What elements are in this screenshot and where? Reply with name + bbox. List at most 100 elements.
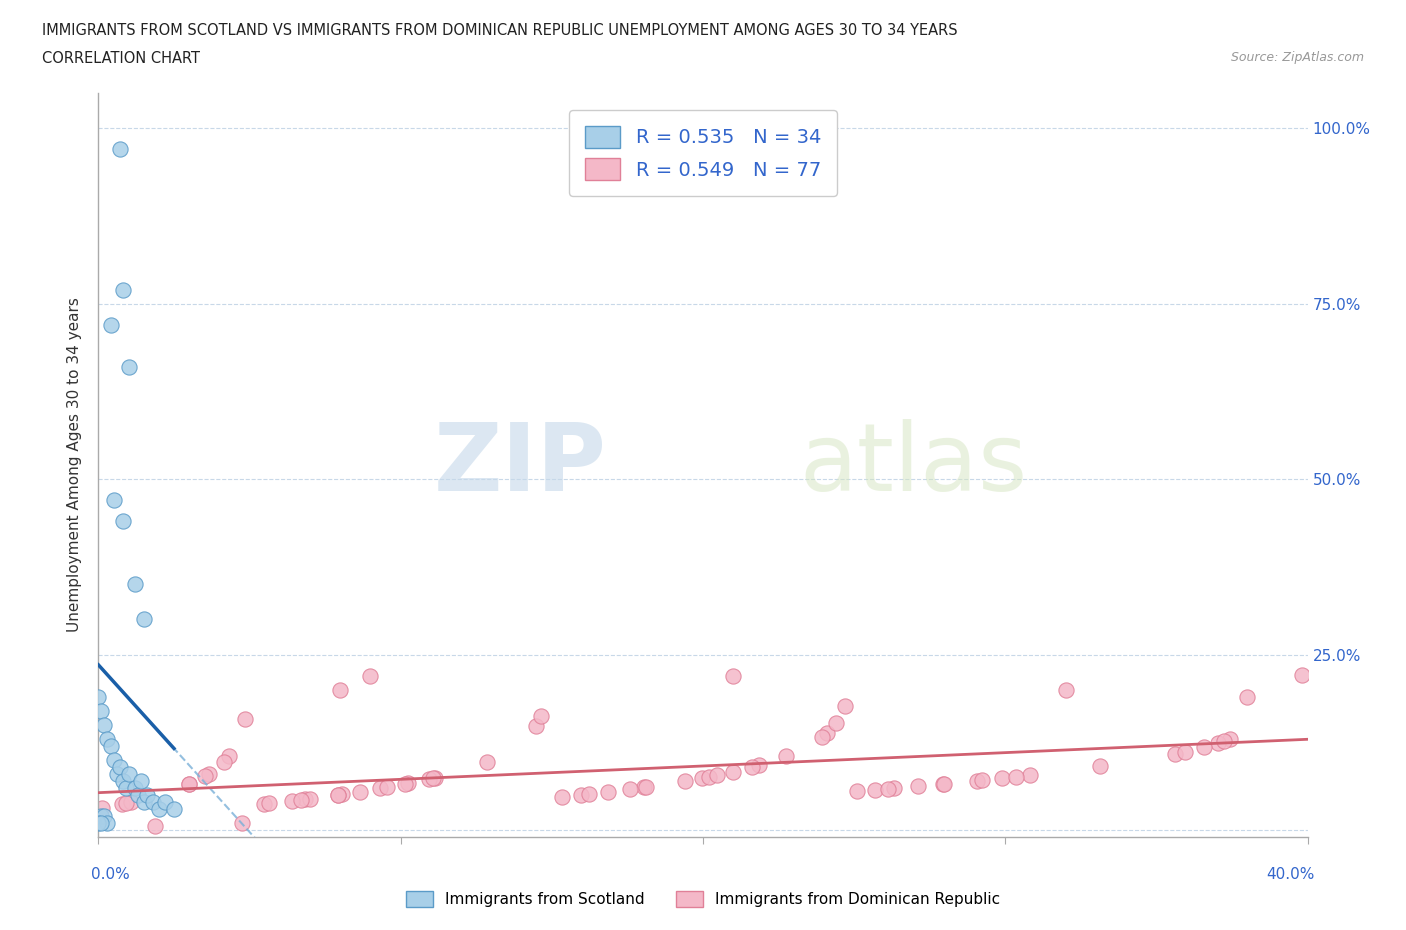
Point (194, 769, 217, 784)
Point (349, 784, 371, 799)
Point (108, 141, 131, 156)
Point (990, 771, 1012, 786)
Point (690, 771, 713, 786)
Point (673, 774, 696, 789)
Point (1005, 769, 1028, 784)
Text: IMMIGRANTS FROM SCOTLAND VS IMMIGRANTS FROM DOMINICAN REPUBLIC UNEMPLOYMENT AMON: IMMIGRANTS FROM SCOTLAND VS IMMIGRANTS F… (42, 23, 957, 38)
Point (124, 780, 146, 795)
Point (329, 683, 352, 698)
Text: ZIP: ZIP (433, 419, 606, 511)
Point (127, 788, 149, 803)
Point (148, 802, 170, 817)
Point (721, 764, 744, 779)
Text: CORRELATION CHART: CORRELATION CHART (42, 51, 200, 66)
Point (177, 777, 200, 791)
Point (103, 493, 125, 508)
Point (551, 790, 574, 804)
Point (1192, 739, 1215, 754)
Point (569, 788, 592, 803)
Point (120, 795, 142, 810)
Point (815, 725, 838, 740)
Legend: R = 0.535   N = 34, R = 0.549   N = 77: R = 0.535 N = 34, R = 0.549 N = 77 (569, 110, 837, 196)
Point (1090, 759, 1112, 774)
Point (396, 776, 419, 790)
Point (105, 766, 128, 781)
Point (368, 781, 391, 796)
Point (1212, 734, 1234, 749)
Point (697, 769, 720, 784)
Point (218, 749, 240, 764)
Point (360, 668, 382, 683)
Point (1019, 768, 1042, 783)
Point (252, 796, 274, 811)
Point (90, 808, 112, 823)
Point (153, 794, 176, 809)
Point (90, 816, 112, 830)
Point (290, 792, 312, 807)
Point (530, 709, 553, 724)
Point (1174, 744, 1197, 759)
Point (96, 816, 118, 830)
Point (100, 738, 122, 753)
Legend: Immigrants from Scotland, Immigrants from Dominican Republic: Immigrants from Scotland, Immigrants fro… (399, 884, 1007, 913)
Point (934, 777, 956, 791)
Text: atlas: atlas (800, 419, 1028, 511)
Point (111, 774, 134, 789)
Point (90, 703, 112, 718)
Point (163, 802, 186, 817)
Point (111, 282, 134, 297)
Point (1291, 667, 1313, 682)
Point (115, 796, 138, 811)
Point (423, 770, 446, 785)
Point (132, 794, 155, 809)
Point (111, 797, 134, 812)
Y-axis label: Unemployment Among Ages 30 to 34 years: Unemployment Among Ages 30 to 34 years (67, 298, 83, 632)
Point (212, 754, 235, 769)
Point (330, 787, 353, 802)
Text: 0.0%: 0.0% (91, 867, 131, 882)
Point (103, 752, 125, 767)
Point (257, 796, 280, 811)
Point (377, 780, 399, 795)
Point (111, 513, 134, 528)
Point (883, 780, 905, 795)
Point (96, 731, 118, 746)
Point (932, 777, 955, 791)
Point (100, 317, 122, 332)
Point (231, 816, 253, 830)
Point (596, 785, 619, 800)
Point (811, 729, 834, 744)
Point (179, 777, 201, 791)
Point (970, 773, 993, 788)
Point (118, 359, 141, 374)
Point (775, 749, 797, 764)
Point (280, 793, 302, 808)
Text: Source: ZipAtlas.com: Source: ZipAtlas.com (1230, 51, 1364, 64)
Point (877, 781, 900, 796)
Point (326, 788, 349, 803)
Point (824, 715, 846, 730)
Point (93, 808, 115, 823)
Point (418, 772, 440, 787)
Point (132, 612, 155, 627)
Point (907, 778, 929, 793)
Point (129, 774, 152, 789)
Point (198, 766, 221, 781)
Point (863, 782, 886, 797)
Point (422, 771, 444, 786)
Point (845, 784, 868, 799)
Point (114, 780, 136, 795)
Point (90, 801, 112, 816)
Point (394, 777, 416, 791)
Point (294, 791, 316, 806)
Point (741, 760, 763, 775)
Point (526, 718, 548, 733)
Point (619, 782, 641, 797)
Point (1206, 736, 1229, 751)
Point (118, 766, 141, 781)
Point (633, 780, 655, 795)
Point (1236, 689, 1258, 704)
Point (1163, 747, 1185, 762)
Point (233, 712, 256, 727)
Point (834, 698, 856, 713)
